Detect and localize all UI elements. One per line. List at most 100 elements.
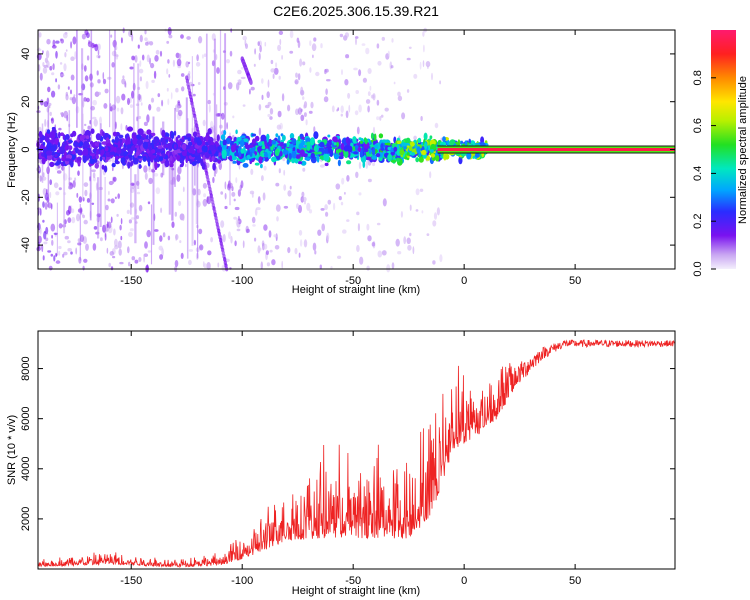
spectrogram-blob xyxy=(171,133,175,139)
spectrogram-blob xyxy=(300,160,307,166)
spectrogram-speck xyxy=(361,43,366,46)
spectrogram-speck xyxy=(43,231,47,240)
spectrogram-blob xyxy=(400,142,407,147)
spectrogram-speck xyxy=(65,94,69,101)
spectrogram-blob xyxy=(371,155,378,160)
spectrogram-speck xyxy=(341,69,343,76)
spectrogram-blob xyxy=(390,159,397,163)
spectrogram-speck xyxy=(367,235,372,242)
spectrogram-speck xyxy=(166,40,170,44)
spectrogram-speck xyxy=(146,229,151,238)
spectrogram-speck xyxy=(174,104,180,113)
spectrogram-speck xyxy=(58,245,62,250)
spectrogram-blob xyxy=(179,157,184,164)
spectrogram-speck xyxy=(177,109,183,117)
spectrogram-blob xyxy=(387,146,391,151)
spectrogram-blob xyxy=(464,140,468,146)
spectrogram-blob xyxy=(40,143,43,151)
spectrogram-blob xyxy=(137,155,143,159)
spectrogram-blob xyxy=(71,130,77,137)
spectrogram-x-ticks: -150 -100 -50 0 50 xyxy=(120,30,581,287)
spectrogram-speck xyxy=(157,93,161,98)
spectrogram-speck xyxy=(320,43,323,49)
spectrogram-speck xyxy=(226,59,230,64)
spectrogram-speck xyxy=(406,57,411,61)
spectrogram-blob xyxy=(185,145,191,150)
spectrogram-speck xyxy=(84,123,87,127)
spectrogram-speck xyxy=(121,78,126,85)
spectrogram-speck xyxy=(267,79,270,88)
spectrogram-speck xyxy=(46,188,48,195)
snr-x-tick-label: -50 xyxy=(345,575,361,587)
spectrogram-speck xyxy=(376,99,380,106)
spectrogram-speck xyxy=(151,79,155,83)
spectrogram-blob xyxy=(112,131,117,137)
spectrogram-speck xyxy=(397,95,403,102)
spectrogram-speck xyxy=(279,38,282,46)
spectrogram-speck xyxy=(397,251,402,255)
spectrogram-speck xyxy=(43,101,49,108)
spectrogram-blob xyxy=(295,154,301,159)
spectrogram-speck xyxy=(323,96,329,103)
spectrogram-blob xyxy=(169,162,174,168)
spectrogram-blob xyxy=(49,131,56,140)
spectrogram-speck xyxy=(193,239,196,246)
spectrogram-blob xyxy=(359,140,364,144)
spectrogram-speck xyxy=(245,43,248,49)
spectrogram-speck xyxy=(128,261,131,267)
spectrogram-speck xyxy=(395,238,400,247)
spectrogram-speck xyxy=(53,182,59,189)
spectrogram-speck xyxy=(355,171,359,178)
spectrogram-blob xyxy=(297,136,301,142)
spectrogram-speck xyxy=(319,164,325,168)
spectrogram-blob xyxy=(260,163,263,169)
spectrogram-speck xyxy=(145,80,149,90)
spectrogram-blob xyxy=(191,161,197,166)
spectrogram-blob xyxy=(291,158,296,164)
spectrogram-speck xyxy=(367,105,370,113)
spectrogram-blob xyxy=(187,137,191,142)
spectrogram-speck xyxy=(113,228,116,236)
spectrogram-speck xyxy=(358,104,362,113)
spectrogram-speck xyxy=(138,204,143,212)
spectrogram-speck xyxy=(345,110,349,119)
spectrogram-speck xyxy=(42,255,45,261)
spectrogram-blob xyxy=(81,134,87,139)
spectrogram-speck xyxy=(117,240,122,249)
spectrogram-speck xyxy=(208,104,211,113)
spectrogram-blob xyxy=(153,136,160,144)
spectrogram-speck xyxy=(36,48,42,52)
spectrogram-speck xyxy=(432,220,437,227)
spectrogram-speck xyxy=(43,241,48,245)
spectrogram-speck xyxy=(116,213,119,217)
spectrogram-speck xyxy=(281,55,283,60)
spectrogram-speck xyxy=(72,36,77,45)
spectrogram-speck xyxy=(76,192,79,198)
spectrogram-speck xyxy=(167,98,170,106)
spectrogram-speck xyxy=(358,161,362,170)
spectrogram-blob xyxy=(393,146,398,152)
spectrogram-blob xyxy=(161,138,167,147)
spectrogram-speck xyxy=(367,91,371,96)
spectrogram-speck xyxy=(324,204,328,211)
spectrogram-speck xyxy=(269,108,274,115)
spectrogram-speck xyxy=(155,49,160,55)
spectrogram-blob xyxy=(194,152,200,156)
spectrogram-speck xyxy=(302,196,307,202)
spectrogram-speck xyxy=(174,260,179,267)
spectrogram-speck xyxy=(42,66,48,74)
spectrogram-speck xyxy=(153,173,159,177)
spectrogram-speck xyxy=(400,211,403,218)
spectrogram-speck xyxy=(406,237,411,245)
spectrogram-speck xyxy=(365,160,369,169)
spectrogram-blob xyxy=(333,142,337,146)
spectrogram-blob xyxy=(261,141,265,146)
spectrogram-blob xyxy=(333,153,340,160)
spectrogram-y-ticks: -40 -20 0 20 40 xyxy=(20,48,675,253)
spectrogram-blob xyxy=(221,152,225,159)
spectrogram-speck xyxy=(269,249,273,253)
spectrogram-speck xyxy=(87,125,91,130)
snr-panel: -150 -100 -50 0 50 2000 4000 6000 8000 Height o… xyxy=(6,330,676,597)
spectrogram-speck xyxy=(138,257,142,262)
spectrogram-blob xyxy=(127,144,131,150)
